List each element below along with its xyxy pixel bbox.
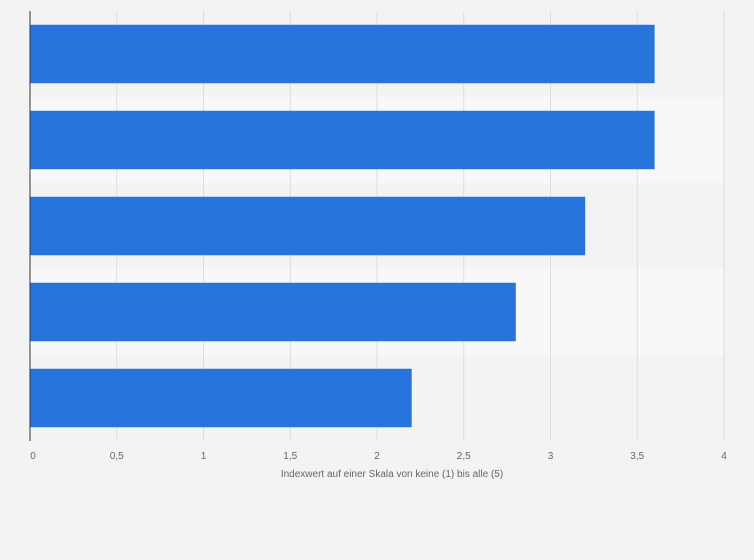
x-tick-label: 2,5 (457, 451, 471, 462)
x-tick-label: 3 (548, 451, 554, 462)
x-tick-label: 3,5 (630, 451, 644, 462)
bars (30, 24, 655, 428)
x-tick-label: 0 (30, 451, 36, 462)
bar[interactable] (30, 282, 516, 342)
bar[interactable] (30, 368, 412, 428)
bar[interactable] (30, 196, 586, 256)
bar[interactable] (30, 24, 655, 84)
x-tick-label: 1 (201, 451, 207, 462)
x-tick-label: 0,5 (110, 451, 124, 462)
x-tick-labels: 0 0,5 1 1,5 2 2,5 3 3,5 4 (30, 451, 727, 462)
x-tick-label: 2 (374, 451, 380, 462)
x-tick-label: 1,5 (283, 451, 297, 462)
x-axis-title: Indexwert auf einer Skala von keine (1) … (281, 469, 503, 480)
x-tick-label: 4 (721, 451, 727, 462)
bar[interactable] (30, 110, 655, 170)
